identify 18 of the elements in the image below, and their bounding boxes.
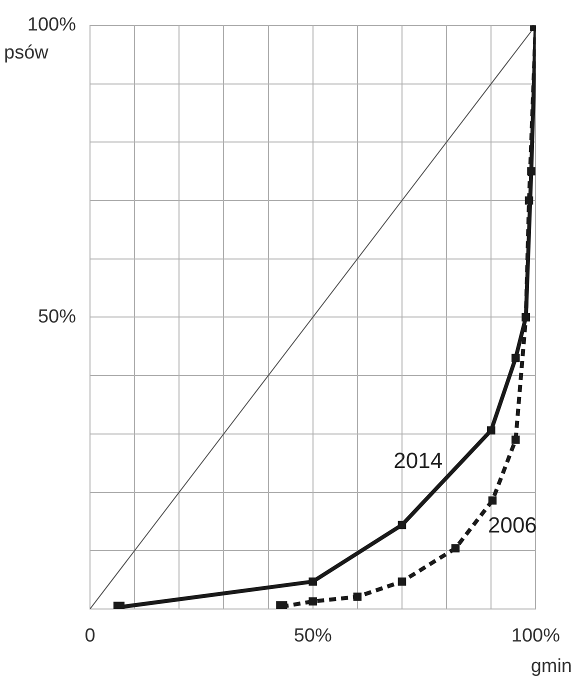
point bbox=[308, 577, 317, 586]
point bbox=[398, 520, 406, 530]
x-tick-label: 100% bbox=[511, 626, 560, 647]
point bbox=[512, 436, 520, 444]
x-tick-label: 50% bbox=[294, 626, 332, 647]
x-axis-title: gmin bbox=[530, 656, 572, 678]
point bbox=[398, 577, 406, 586]
point bbox=[512, 354, 520, 362]
point bbox=[308, 597, 317, 606]
point bbox=[527, 167, 536, 176]
y-axis-title: psów bbox=[4, 42, 49, 64]
x-tick-label: 0 bbox=[84, 626, 96, 647]
point bbox=[487, 426, 496, 435]
series-label: 2006 bbox=[488, 512, 537, 538]
series-label: 2014 bbox=[394, 448, 443, 473]
point bbox=[353, 592, 362, 601]
point bbox=[488, 496, 497, 505]
point bbox=[451, 544, 460, 552]
